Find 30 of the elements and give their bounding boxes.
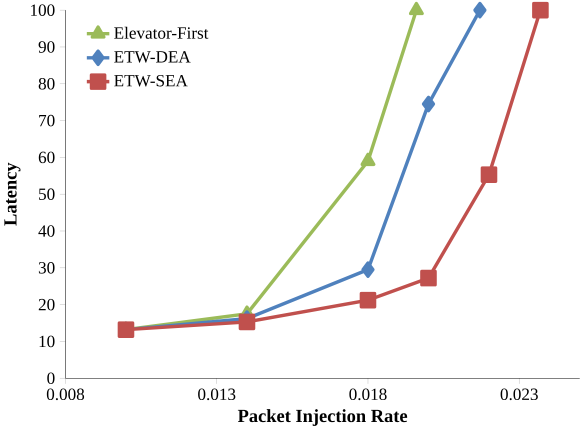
point bbox=[361, 261, 375, 278]
point bbox=[408, 2, 424, 16]
point bbox=[420, 270, 437, 286]
y-tick-label: 70 bbox=[39, 114, 55, 126]
point bbox=[238, 313, 256, 330]
y-tick-label: 90 bbox=[38, 41, 55, 53]
y-tick-label: 20 bbox=[38, 298, 55, 310]
x-tick-label: 0.013 bbox=[198, 388, 236, 400]
x-tick-label: 0.008 bbox=[46, 388, 84, 400]
legend-label: ETW-DEA bbox=[114, 51, 191, 63]
point bbox=[422, 96, 436, 112]
point bbox=[360, 292, 376, 308]
point bbox=[473, 2, 487, 18]
x-axis-title: Packet Injection Rate bbox=[238, 409, 408, 426]
point bbox=[480, 166, 498, 183]
y-tick-label: 10 bbox=[40, 336, 55, 348]
x-tick-label: 0.018 bbox=[349, 388, 387, 400]
y-tick-label: 80 bbox=[38, 78, 55, 90]
point bbox=[360, 152, 376, 166]
y-tick-label: 100 bbox=[31, 4, 55, 16]
y-tick-label: 0 bbox=[47, 372, 55, 384]
y-tick-label: 60 bbox=[38, 151, 55, 164]
y-tick-label: 50 bbox=[39, 188, 55, 200]
y-tick-label: 40 bbox=[38, 225, 55, 237]
legend-label: Elevator-First bbox=[114, 26, 208, 39]
point bbox=[532, 2, 549, 18]
x-tick-label: 0.023 bbox=[500, 388, 538, 400]
y-axis-title: Latency bbox=[4, 162, 20, 226]
legend-label: ETW-SEA bbox=[114, 74, 188, 86]
y-tick-label: 30 bbox=[38, 262, 55, 274]
